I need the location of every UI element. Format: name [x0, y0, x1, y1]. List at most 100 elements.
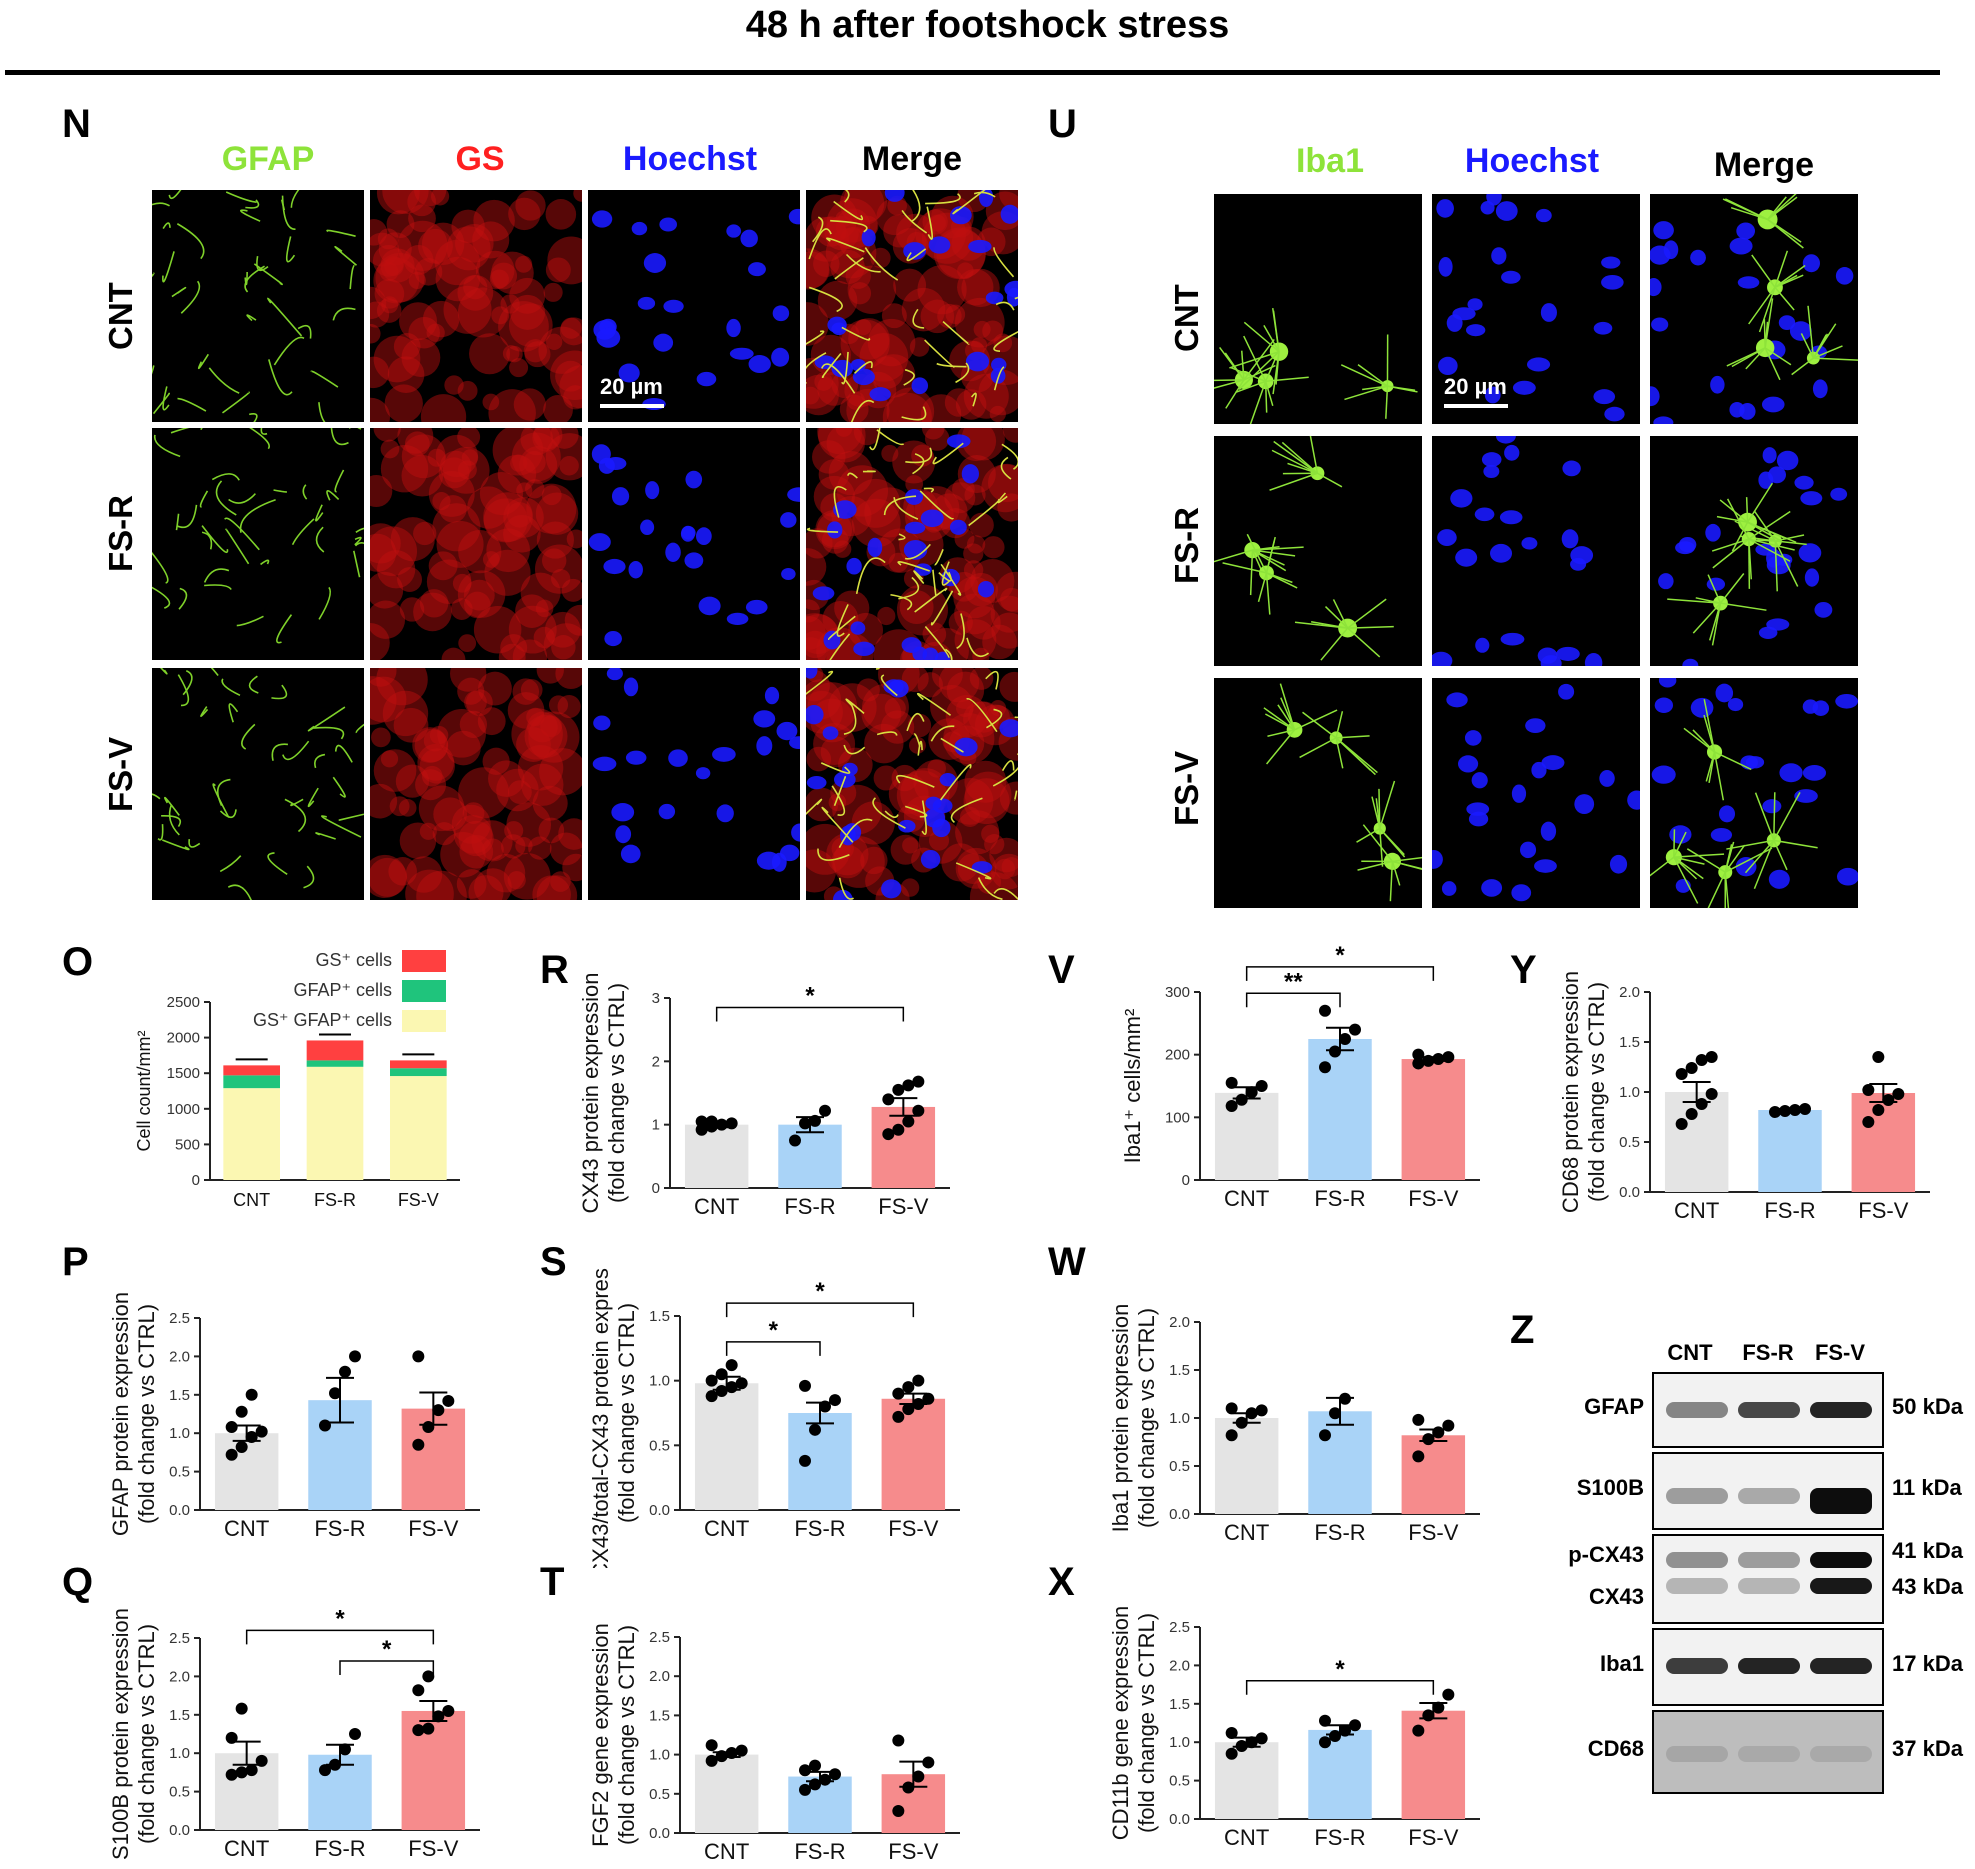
wb-kda-label: 37 kDa [1892, 1736, 1963, 1761]
wb-strip [1652, 1710, 1884, 1794]
micrograph-n-cnt-gfap [152, 190, 364, 422]
chart-q: 0.0 0.5 1.0 1.5 2.0 2.5 S100B protein expressi… [108, 1605, 480, 1860]
legend-label: GS⁺ cells [315, 950, 392, 970]
data-point [1412, 1048, 1425, 1061]
bar [1214, 1418, 1279, 1514]
data-point [225, 1768, 238, 1781]
panel-u-col-merge: Merge [1713, 146, 1815, 184]
chart-p: 0.0 0.5 1.0 1.5 2.0 2.5 GFAP protein expressio… [108, 1292, 480, 1541]
micrograph-n-fs-v-gfap [152, 668, 364, 900]
x-tick-label: FS-R [314, 1516, 365, 1541]
data-point [422, 1670, 435, 1683]
y-axis-label: Iba1⁺ cells/mm² [1120, 1009, 1145, 1164]
bar [1401, 1710, 1466, 1819]
x-tick-label: FS-V [878, 1194, 928, 1219]
panel-n-col-gfap: GFAP [221, 140, 315, 178]
wb-lane-label: p-CX43 [1568, 1542, 1644, 1567]
data-point [715, 1750, 728, 1763]
micrograph-u-fs-v-hoechst [1432, 678, 1640, 908]
significance-bracket [1245, 1680, 1435, 1695]
data-point [442, 1394, 455, 1407]
stack-segment [223, 1088, 280, 1180]
y-tick-label: 0 [652, 1180, 660, 1197]
y-tick-label: 0.5 [649, 1786, 670, 1803]
data-point [1442, 1419, 1455, 1432]
wb-lane-label: Iba1 [1599, 1651, 1644, 1676]
data-point [1789, 1104, 1801, 1116]
y-tick-label: 500 [175, 1136, 200, 1153]
data-point [319, 1764, 331, 1777]
wb-col-cnt: CNT [1667, 1340, 1713, 1365]
data-point [1245, 1736, 1258, 1749]
y-tick-label: 2.5 [169, 1310, 190, 1327]
micrograph-n-fs-r-merge [806, 428, 1018, 660]
significance-label: * [815, 1278, 825, 1305]
data-point [809, 1778, 821, 1791]
x-tick-label: CNT [233, 1190, 270, 1210]
data-point [1329, 1730, 1341, 1743]
wb-band [1810, 1552, 1872, 1568]
data-point [319, 1419, 331, 1432]
data-point [892, 1123, 905, 1136]
data-point [1675, 1118, 1688, 1130]
wb-band [1810, 1658, 1872, 1674]
data-point [912, 1104, 925, 1117]
data-point [432, 1404, 445, 1417]
x-tick-label: FS-R [314, 1190, 356, 1210]
data-point [892, 1387, 905, 1400]
y-tick-label: 1.5 [1169, 1696, 1190, 1713]
x-tick-label: FS-V [398, 1190, 439, 1210]
data-point [1349, 1023, 1361, 1036]
data-point [902, 1781, 915, 1794]
y-tick-label: 1.0 [649, 1747, 670, 1764]
data-point [809, 1114, 821, 1127]
panel-y-label: Y [1510, 948, 1537, 992]
data-point [1432, 1053, 1445, 1066]
data-point [1255, 1404, 1268, 1417]
wb-lane-label: GFAP [1584, 1394, 1644, 1419]
stack-segment [223, 1075, 280, 1089]
x-tick-label: CNT [1674, 1198, 1719, 1223]
data-point [735, 1744, 748, 1757]
data-point [705, 1115, 718, 1128]
x-tick-label: CNT [1224, 1186, 1269, 1211]
y-tick-label: 2.5 [1169, 1619, 1190, 1636]
wb-band [1810, 1402, 1872, 1418]
y-tick-label: 0.0 [169, 1502, 190, 1519]
data-point [1432, 1426, 1445, 1439]
significance-bracket [1245, 966, 1435, 981]
data-point [412, 1684, 425, 1697]
micrograph-n-cnt-hoechst [588, 190, 800, 422]
panel-u-col-hoechst: Hoechst [1464, 142, 1600, 180]
data-point [922, 1392, 935, 1405]
data-point [725, 1117, 738, 1130]
bar [1664, 1092, 1729, 1192]
data-point [705, 1754, 718, 1767]
y-axis-label: Cell count/mm² [134, 1030, 154, 1151]
x-tick-label: CNT [1224, 1520, 1269, 1545]
y-tick-label: 1.5 [1169, 1362, 1190, 1379]
wb-strip [1652, 1534, 1884, 1624]
panel-s-label: S [540, 1240, 567, 1284]
data-point [902, 1115, 915, 1128]
legend-swatch [402, 980, 446, 1002]
data-point [695, 1123, 708, 1136]
data-point [1892, 1088, 1905, 1100]
data-point [235, 1405, 248, 1418]
data-point [902, 1381, 915, 1394]
data-point [705, 1390, 718, 1403]
significance-label: ** [1284, 968, 1303, 995]
y-axis-label: Iba1 protein expression(fold change vs C… [1108, 1304, 1159, 1533]
data-point [1872, 1051, 1885, 1063]
data-point [1339, 1392, 1351, 1405]
data-point [892, 1410, 905, 1423]
data-point [1882, 1094, 1895, 1106]
data-point [412, 1438, 425, 1451]
significance-label: * [1335, 942, 1345, 969]
stack-segment [390, 1076, 447, 1180]
y-axis-label: p-CX43/total-CX43 protein expression(fol… [588, 1268, 639, 1568]
data-point [412, 1724, 425, 1737]
wb-band [1666, 1402, 1728, 1418]
data-point [422, 1421, 435, 1434]
